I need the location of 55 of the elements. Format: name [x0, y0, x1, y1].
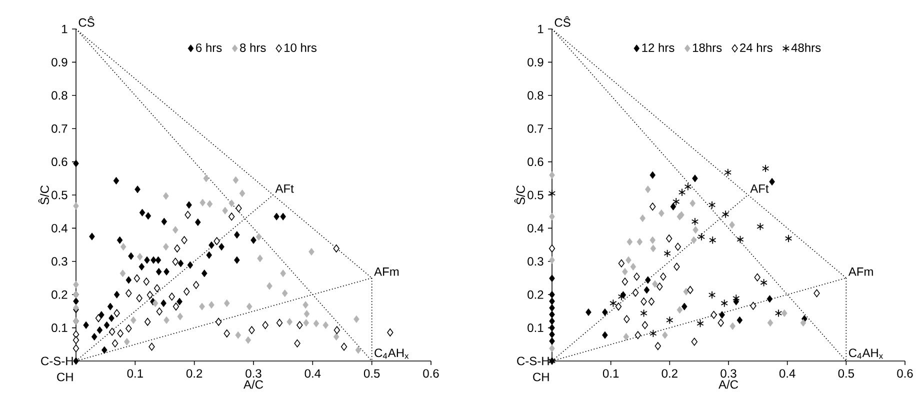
- annotation: AFt: [275, 184, 294, 193]
- legend-label: 18hrs: [693, 43, 722, 52]
- x-tick-label: 0.5: [838, 369, 854, 378]
- legend-label: 8 hrs: [240, 43, 266, 52]
- annotation: AFm: [848, 268, 873, 276]
- y-tick-label: 0.4: [528, 224, 544, 232]
- legend-label: 6 hrs: [196, 43, 222, 52]
- y-tick-label: 0.3: [52, 257, 68, 266]
- annotation: C-S-H: [517, 356, 549, 366]
- x-axis-title: A/C: [244, 380, 264, 389]
- y-tick-label: 0.8: [528, 91, 544, 100]
- legend-label: 24 hrs: [740, 43, 772, 52]
- y-tick-label: 0.1: [528, 324, 544, 332]
- x-tick-label: 0.6: [897, 369, 913, 378]
- annotation: CH: [57, 372, 73, 382]
- y-tick-label: 0.2: [52, 290, 68, 299]
- x-tick-label: 0.2: [662, 369, 678, 378]
- x-tick-label: 0.1: [602, 369, 619, 378]
- y-tick-label: 0.1: [52, 324, 68, 332]
- annotation: AFt: [750, 184, 769, 193]
- y-tick-label: 0.6: [528, 158, 544, 166]
- annotation: AFm: [374, 268, 399, 276]
- y-tick-label: 0.3: [528, 257, 544, 266]
- annotation: C-S-H: [41, 356, 73, 366]
- y-axis-title: Ŝ/C: [514, 185, 525, 204]
- y-tick-label: 0.9: [52, 58, 68, 66]
- annotation: C$_{4}$AH$_{x}$: [374, 348, 409, 359]
- y-tick-label: 0.8: [52, 91, 68, 100]
- y-tick-label: 0.5: [52, 190, 68, 200]
- y-tick-label: 0.7: [52, 124, 68, 133]
- annotation: CŜ: [78, 16, 94, 27]
- y-tick-label: 1: [538, 24, 544, 34]
- y-tick-label: 0.9: [528, 58, 544, 66]
- x-tick-label: 0.3: [720, 369, 736, 378]
- x-tick-label: 0.1: [127, 369, 143, 378]
- x-tick-label: 0.2: [186, 369, 202, 378]
- x-tick-label: 0.4: [304, 369, 321, 378]
- y-tick-label: 0.4: [52, 224, 68, 232]
- y-tick-label: 0.5: [528, 190, 544, 200]
- x-tick-label: 0.3: [246, 369, 262, 378]
- legend-label: 12 hrs: [642, 43, 674, 52]
- annotation: C$_{4}$AH$_{x}$: [848, 348, 883, 359]
- y-tick-label: 1: [62, 24, 68, 34]
- legend-label: 10 hrs: [284, 43, 316, 52]
- y-tick-label: 0.2: [528, 290, 544, 299]
- y-tick-label: 0.6: [52, 158, 68, 166]
- annotation: CH: [533, 372, 549, 382]
- annotation: CŜ: [554, 16, 570, 27]
- legend-label: 48hrs: [791, 43, 821, 52]
- x-tick-label: 0.5: [364, 369, 380, 378]
- x-axis-title: A/C: [718, 380, 738, 389]
- y-axis-title: Ŝ/C: [38, 185, 49, 204]
- x-tick-label: 0.6: [423, 369, 439, 378]
- x-tick-label: 0.4: [779, 369, 796, 378]
- y-tick-label: 0.7: [528, 124, 544, 133]
